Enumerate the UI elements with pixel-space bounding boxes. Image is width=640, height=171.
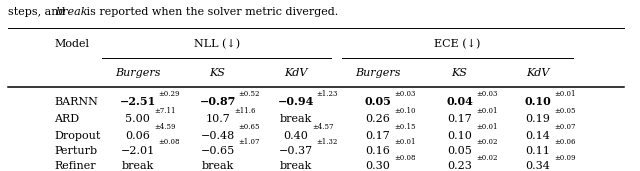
Text: Perturb: Perturb <box>54 146 97 156</box>
Text: ARD: ARD <box>54 114 79 124</box>
Text: −2.01: −2.01 <box>120 146 155 156</box>
Text: 0.10: 0.10 <box>447 130 472 141</box>
Text: 0.34: 0.34 <box>525 161 550 171</box>
Text: −0.48: −0.48 <box>200 130 235 141</box>
Text: ±0.07: ±0.07 <box>554 123 576 131</box>
Text: 0.14: 0.14 <box>525 130 550 141</box>
Text: ±0.09: ±0.09 <box>554 154 576 162</box>
Text: 10.7: 10.7 <box>205 114 230 124</box>
Text: ±0.02: ±0.02 <box>476 139 498 147</box>
Text: ECE (↓): ECE (↓) <box>435 39 481 50</box>
Text: −0.87: −0.87 <box>200 96 236 107</box>
Text: ±1.07: ±1.07 <box>238 139 259 147</box>
Text: is reported when the solver metric diverged.: is reported when the solver metric diver… <box>83 7 339 17</box>
Text: ±0.52: ±0.52 <box>238 90 259 98</box>
Text: Refiner: Refiner <box>54 161 96 171</box>
Text: ±0.01: ±0.01 <box>394 139 416 147</box>
Text: ±1.32: ±1.32 <box>316 139 337 147</box>
Text: ±1.23: ±1.23 <box>316 90 337 98</box>
Text: Dropout: Dropout <box>54 130 100 141</box>
Text: break: break <box>280 114 312 124</box>
Text: BARNN: BARNN <box>54 97 99 107</box>
Text: Burgers: Burgers <box>115 68 161 78</box>
Text: Burgers: Burgers <box>355 68 401 78</box>
Text: Model: Model <box>54 40 90 49</box>
Text: break: break <box>122 161 154 171</box>
Text: 0.05: 0.05 <box>364 96 391 107</box>
Text: KdV: KdV <box>526 68 549 78</box>
Text: ±4.57: ±4.57 <box>312 123 334 131</box>
Text: ±0.08: ±0.08 <box>158 139 179 147</box>
Text: KS: KS <box>210 68 225 78</box>
Text: 0.17: 0.17 <box>365 130 390 141</box>
Text: ±0.10: ±0.10 <box>394 107 416 115</box>
Text: ±4.59: ±4.59 <box>154 123 176 131</box>
Text: ±0.15: ±0.15 <box>394 123 416 131</box>
Text: ±0.01: ±0.01 <box>476 123 498 131</box>
Text: break: break <box>202 161 234 171</box>
Text: ±0.05: ±0.05 <box>554 107 576 115</box>
Text: ±0.06: ±0.06 <box>554 139 576 147</box>
Text: NLL (↓): NLL (↓) <box>193 39 240 50</box>
Text: 0.19: 0.19 <box>525 114 550 124</box>
Text: ±7.11: ±7.11 <box>154 107 176 115</box>
Text: −2.51: −2.51 <box>120 96 156 107</box>
Text: 0.30: 0.30 <box>365 161 390 171</box>
Text: ±0.03: ±0.03 <box>394 90 415 98</box>
Text: 0.10: 0.10 <box>524 96 551 107</box>
Text: ±0.01: ±0.01 <box>476 107 498 115</box>
Text: KdV: KdV <box>284 68 307 78</box>
Text: ±0.03: ±0.03 <box>476 90 497 98</box>
Text: 0.17: 0.17 <box>447 114 472 124</box>
Text: 0.06: 0.06 <box>125 130 150 141</box>
Text: ±11.6: ±11.6 <box>234 107 256 115</box>
Text: 0.04: 0.04 <box>446 96 473 107</box>
Text: 0.05: 0.05 <box>447 146 472 156</box>
Text: −0.65: −0.65 <box>200 146 235 156</box>
Text: −0.94: −0.94 <box>278 96 314 107</box>
Text: 0.11: 0.11 <box>525 146 550 156</box>
Text: ±0.65: ±0.65 <box>238 123 259 131</box>
Text: 0.26: 0.26 <box>365 114 390 124</box>
Text: break: break <box>56 7 88 17</box>
Text: ±0.02: ±0.02 <box>476 154 498 162</box>
Text: 0.16: 0.16 <box>365 146 390 156</box>
Text: 0.23: 0.23 <box>447 161 472 171</box>
Text: 0.40: 0.40 <box>284 130 308 141</box>
Text: ±0.01: ±0.01 <box>554 90 576 98</box>
Text: −0.37: −0.37 <box>278 146 313 156</box>
Text: KS: KS <box>452 68 467 78</box>
Text: break: break <box>280 161 312 171</box>
Text: ±0.08: ±0.08 <box>394 154 416 162</box>
Text: 5.00: 5.00 <box>125 114 150 124</box>
Text: steps, and: steps, and <box>8 7 68 17</box>
Text: ±0.29: ±0.29 <box>158 90 179 98</box>
